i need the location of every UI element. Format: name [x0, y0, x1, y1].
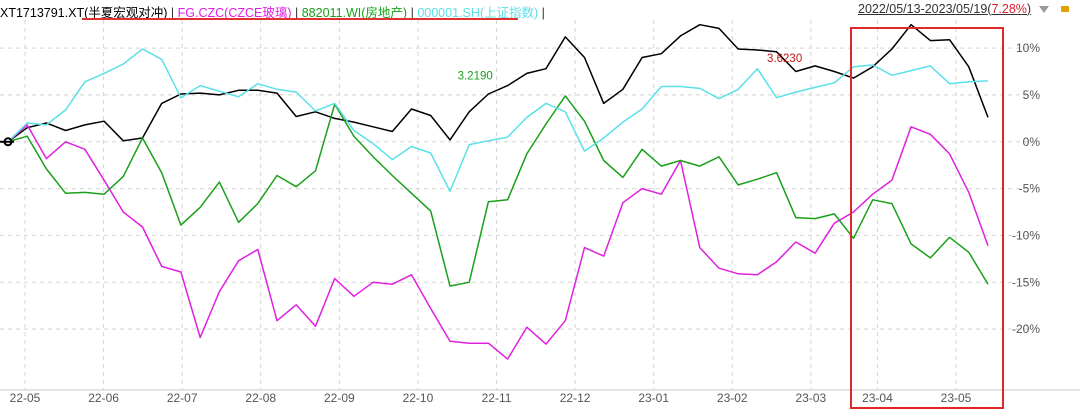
date-range-paren-open: (: [987, 2, 992, 16]
x-tick-label: 22-06: [88, 391, 119, 405]
series-line-2: [7, 95, 989, 287]
value-annotation: 3.6230: [767, 53, 802, 65]
value-annotation: 3.2190: [458, 71, 493, 83]
legend-item-realestate[interactable]: 882011.WI(房地产): [301, 6, 408, 20]
y-tick-label: -20%: [1012, 322, 1040, 336]
x-tick-label: 23-01: [638, 391, 669, 405]
series-line-3: [7, 48, 989, 193]
x-tick-label: 23-02: [717, 391, 748, 405]
y-tick-label: 5%: [1023, 88, 1041, 102]
date-range-selector[interactable]: 2022/05/13-2023/05/19(7.28%): [858, 2, 1031, 16]
lock-icon[interactable]: [1061, 6, 1069, 12]
chart-header: XT1713791.XT(半夏宏观对冲) | FG.CZC(CZCE玻璃) | …: [0, 0, 1080, 20]
x-tick-label: 22-11: [482, 391, 512, 405]
x-tick-label: 22-08: [245, 391, 276, 405]
y-tick-label: -5%: [1019, 182, 1041, 196]
legend-separator: |: [410, 6, 414, 20]
legend-separator: |: [170, 6, 175, 20]
legend-item-sse[interactable]: 000001.SH(上证指数): [417, 6, 539, 20]
y-tick-label: -15%: [1012, 275, 1040, 289]
x-tick-label: 23-05: [941, 391, 972, 405]
dropdown-triangle-icon[interactable]: [1039, 6, 1049, 13]
series-line-1: [7, 124, 989, 360]
x-tick-label: 23-04: [862, 391, 893, 405]
highlight-box: [850, 27, 1004, 409]
date-range-paren-close: ): [1026, 2, 1032, 16]
legend: XT1713791.XT(半夏宏观对冲) | FG.CZC(CZCE玻璃) | …: [0, 2, 545, 21]
y-tick-label: -10%: [1012, 228, 1040, 242]
range-return-badge: 7.28%: [991, 2, 1027, 16]
legend-separator: |: [541, 6, 545, 20]
legend-item-glass[interactable]: FG.CZC(CZCE玻璃): [177, 6, 292, 20]
x-tick-label: 22-12: [560, 391, 591, 405]
date-range-text: 2022/05/13-2023/05/19: [858, 2, 988, 16]
legend-item-fund[interactable]: XT1713791.XT(半夏宏观对冲): [0, 6, 168, 20]
series-line-0: [7, 23, 989, 143]
y-tick-label: 10%: [1016, 41, 1040, 55]
x-tick-label: 22-05: [10, 391, 41, 405]
x-tick-label: 22-07: [167, 391, 198, 405]
x-tick-label: 22-10: [403, 391, 434, 405]
x-tick-label: 23-03: [795, 391, 826, 405]
legend-separator: |: [295, 6, 299, 20]
legend-underline-annotation: [82, 18, 518, 20]
y-tick-label: 0%: [1023, 135, 1041, 149]
x-tick-label: 22-09: [324, 391, 355, 405]
